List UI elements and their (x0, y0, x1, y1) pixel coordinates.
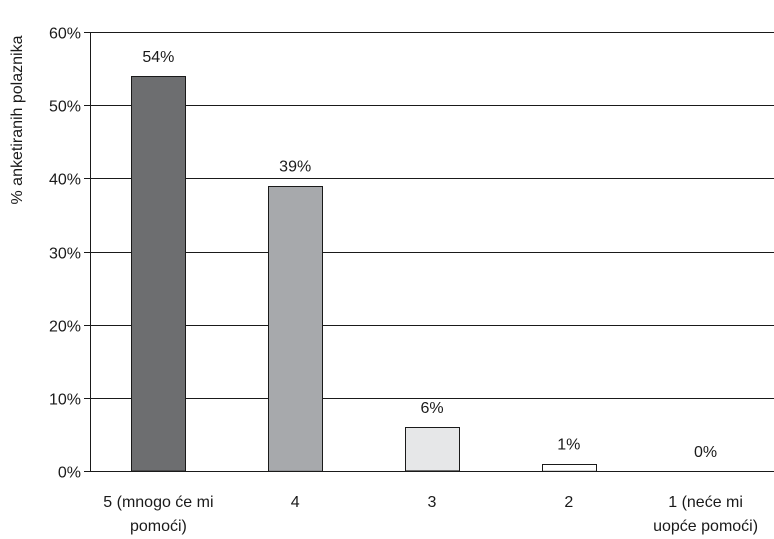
y-tick-label: 50% (49, 99, 81, 116)
data-label: 6% (420, 400, 443, 417)
bars (131, 76, 597, 472)
category-label: 2 (564, 494, 573, 511)
category-label: 5 (mnogo će mi (103, 494, 213, 511)
y-tick-labels: 0% 10% 20% 30% 40% 50% 60% (49, 26, 81, 482)
gridlines (84, 32, 774, 472)
category-label: 1 (neće mi (668, 494, 743, 511)
y-tick-label: 10% (49, 392, 81, 409)
y-tick-label: 30% (49, 246, 81, 263)
axes (90, 32, 774, 472)
y-axis-title: % anketiranih polaznika (9, 35, 26, 204)
y-tick-label: 60% (49, 26, 81, 43)
data-label: 39% (279, 159, 311, 176)
data-label: 54% (142, 49, 174, 66)
bar (131, 76, 186, 472)
category-label: 3 (428, 494, 437, 511)
category-label: 4 (291, 494, 300, 511)
bar (268, 186, 323, 472)
y-tick-label: 0% (58, 465, 81, 482)
y-tick-label: 40% (49, 172, 81, 189)
data-label: 1% (557, 437, 580, 454)
y-tick-label: 20% (49, 319, 81, 336)
bar (405, 427, 460, 472)
category-labels: 5 (mnogo će mi pomoći) 4 3 2 1 (neće mi uopće … (103, 494, 758, 535)
data-labels: 54% 39% 6% 1% 0% (142, 49, 717, 461)
bar (542, 464, 597, 472)
category-label: uopće pomoći) (653, 518, 758, 535)
category-label: pomoći) (130, 518, 187, 535)
data-label: 0% (694, 444, 717, 461)
